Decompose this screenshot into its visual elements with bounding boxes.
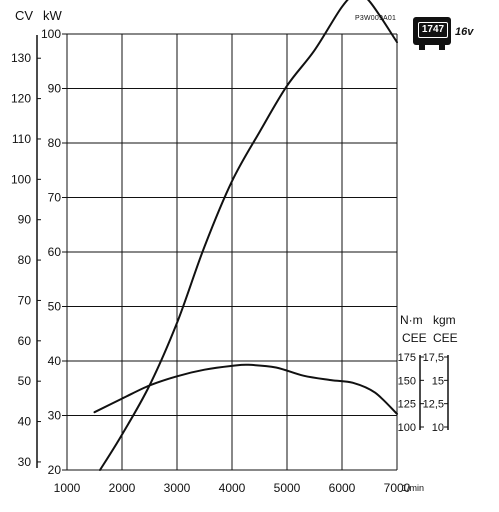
x-tick-label: 6000: [329, 481, 356, 495]
cv-tick-label: 100: [11, 172, 31, 186]
nm-axis-label: N·m: [400, 313, 423, 327]
nm-tick-label: 175: [398, 352, 416, 364]
x-tick-label: 2000: [109, 481, 136, 495]
kgm-tick-label: 12,5: [423, 399, 444, 411]
cv-tick-label: 40: [18, 415, 32, 429]
cv-tick-label: 80: [18, 253, 32, 267]
kgm-axis-sublabel: CEE: [433, 331, 458, 345]
kw-tick-label: 100: [41, 27, 61, 41]
kgm-axis-label: kgm: [433, 313, 456, 327]
kw-tick-label: 90: [48, 82, 62, 96]
kgm-tick-label: 17,5: [423, 352, 444, 364]
cv-tick-label: 90: [18, 213, 32, 227]
kw-tick-label: 30: [48, 409, 62, 423]
torque-curve: [93, 363, 398, 415]
kgm-tick-label: 10: [432, 422, 444, 434]
cv-tick-label: 30: [18, 455, 32, 469]
cv-tick-label: 60: [18, 334, 32, 348]
nm-tick-label: 125: [398, 399, 416, 411]
kw-tick-label: 50: [48, 300, 62, 314]
x-tick-label: 3000: [164, 481, 191, 495]
kw-tick-label: 80: [48, 136, 62, 150]
cv-tick-label: 110: [12, 132, 31, 146]
kw-tick-label: 20: [48, 463, 62, 477]
x-tick-label: 7000: [384, 481, 411, 495]
badge-notch-left: [419, 45, 425, 50]
figure-reference: P3W009A01: [355, 15, 397, 22]
kgm-tick-label: 15: [432, 375, 444, 387]
x-axis-label: 1/min: [402, 483, 424, 493]
cv-tick-label: 120: [11, 92, 31, 106]
engine-displacement: 1747: [418, 22, 448, 38]
cv-tick-label: 130: [11, 51, 31, 65]
cv-tick-label: 50: [18, 374, 32, 388]
cv-tick-label: 70: [18, 293, 32, 307]
cv-axis-label: CV: [15, 8, 33, 23]
kw-axis-label: kW: [43, 8, 63, 23]
engine-badge: 1747: [413, 17, 451, 50]
grid-lines: [66, 33, 398, 471]
engine-valves: 16v: [455, 26, 474, 38]
left-axes: CV kW: [15, 8, 63, 468]
kw-tick-label: 40: [48, 354, 62, 368]
nm-axis-sublabel: CEE: [402, 331, 427, 345]
tick-labels: 1000 2000 3000 4000 5000 6000 7000 20 30 40 50 60 70…: [11, 27, 448, 495]
badge-notch-right: [439, 45, 445, 50]
curves: [93, 0, 398, 471]
kw-tick-label: 70: [48, 191, 62, 205]
kw-tick-label: 60: [48, 245, 62, 259]
nm-tick-label: 100: [398, 422, 416, 434]
torque-axes: N·m kgm CEE CEE: [400, 313, 458, 430]
x-tick-label: 5000: [274, 481, 301, 495]
x-tick-label: 1000: [54, 481, 81, 495]
nm-tick-label: 150: [398, 375, 416, 387]
x-tick-label: 4000: [219, 481, 246, 495]
power-curve: [99, 0, 398, 471]
